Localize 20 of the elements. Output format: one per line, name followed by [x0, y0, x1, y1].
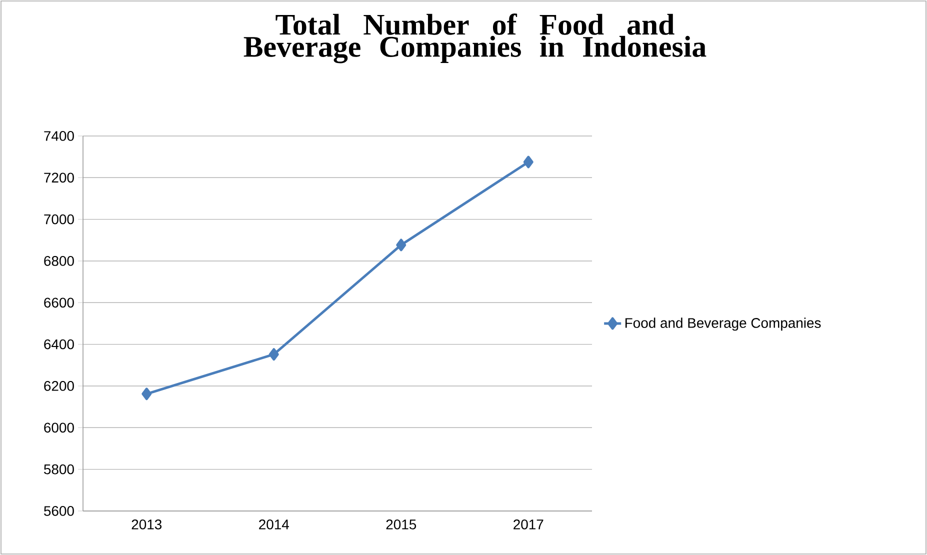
y-tick-label: 7400: [44, 131, 74, 141]
y-tick-label: 5800: [44, 464, 74, 474]
x-tick-label: 2013: [132, 519, 162, 530]
chart-title: Total Number of Food and Beverage Companies in Indonesia: [244, 14, 706, 64]
y-tick-label: 6800: [44, 256, 74, 266]
point: [268, 348, 279, 361]
point: [523, 156, 534, 168]
point: [142, 388, 152, 400]
y-tick-label: 7200: [44, 172, 74, 183]
point: [396, 238, 406, 252]
x-tick-label: 2015: [386, 519, 416, 530]
y-tick-label: 5600: [44, 506, 74, 516]
y-tick-label: 6000: [44, 422, 74, 433]
y-tick-label: 6400: [44, 339, 74, 350]
y-tick-label: 6600: [44, 298, 74, 308]
x-tick-label: 2017: [514, 519, 544, 530]
y-tick-label: 6200: [44, 381, 74, 391]
y-tick-label: 7000: [44, 214, 74, 224]
legend-label: Food and Beverage Companies: [625, 318, 821, 331]
x-tick-label: 2014: [259, 519, 289, 530]
